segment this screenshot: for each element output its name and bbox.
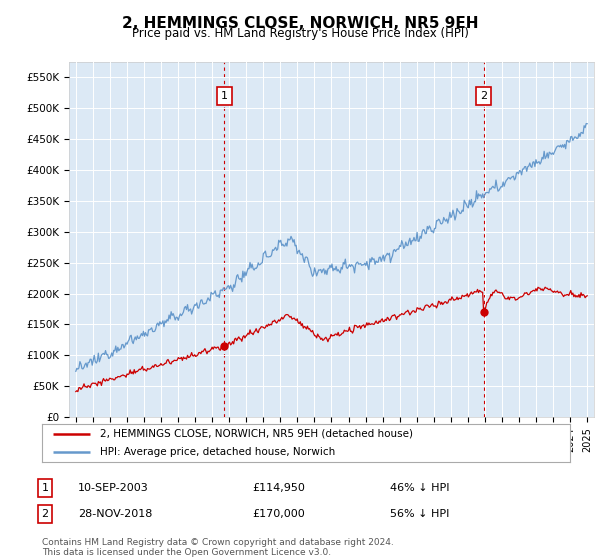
Text: 2: 2 [41, 509, 49, 519]
Text: 28-NOV-2018: 28-NOV-2018 [78, 509, 152, 519]
Text: 1: 1 [41, 483, 49, 493]
Text: This data is licensed under the Open Government Licence v3.0.: This data is licensed under the Open Gov… [42, 548, 331, 557]
Text: £170,000: £170,000 [252, 509, 305, 519]
Text: £114,950: £114,950 [252, 483, 305, 493]
Text: 2, HEMMINGS CLOSE, NORWICH, NR5 9EH: 2, HEMMINGS CLOSE, NORWICH, NR5 9EH [122, 16, 478, 31]
Text: 46% ↓ HPI: 46% ↓ HPI [390, 483, 449, 493]
Text: 2: 2 [480, 91, 487, 101]
Text: 10-SEP-2003: 10-SEP-2003 [78, 483, 149, 493]
Text: 2, HEMMINGS CLOSE, NORWICH, NR5 9EH (detached house): 2, HEMMINGS CLOSE, NORWICH, NR5 9EH (det… [100, 429, 413, 439]
Text: 56% ↓ HPI: 56% ↓ HPI [390, 509, 449, 519]
Text: Price paid vs. HM Land Registry's House Price Index (HPI): Price paid vs. HM Land Registry's House … [131, 27, 469, 40]
Text: Contains HM Land Registry data © Crown copyright and database right 2024.: Contains HM Land Registry data © Crown c… [42, 538, 394, 547]
Text: 1: 1 [221, 91, 228, 101]
Text: HPI: Average price, detached house, Norwich: HPI: Average price, detached house, Norw… [100, 447, 335, 457]
